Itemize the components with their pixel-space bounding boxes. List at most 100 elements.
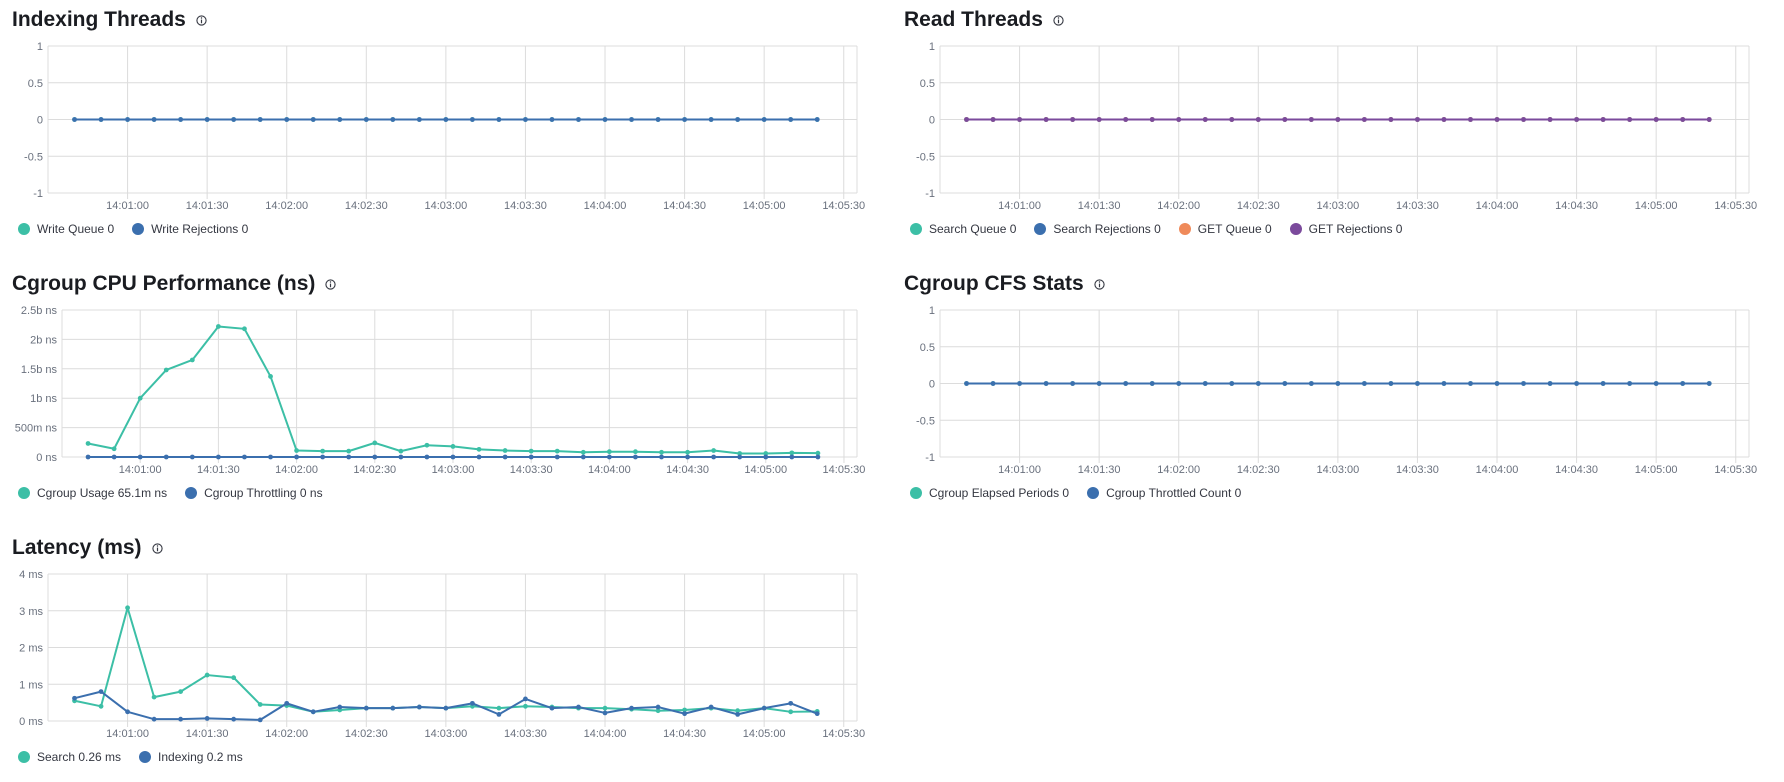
data-point[interactable] [1149, 117, 1155, 122]
data-point[interactable] [814, 711, 820, 717]
data-point[interactable] [815, 450, 821, 456]
data-point[interactable] [580, 454, 586, 460]
data-point[interactable] [528, 448, 534, 454]
info-icon[interactable] [151, 542, 163, 554]
data-point[interactable] [363, 117, 369, 122]
data-point[interactable] [1149, 381, 1155, 386]
data-point[interactable] [204, 117, 210, 122]
data-point[interactable] [390, 705, 396, 711]
data-point[interactable] [346, 454, 352, 460]
data-point[interactable] [1441, 381, 1447, 386]
data-point[interactable] [1282, 117, 1288, 122]
data-point[interactable] [1176, 381, 1182, 386]
legend-item[interactable]: Cgroup Throttled Count 0 [1087, 486, 1241, 500]
data-point[interactable] [549, 705, 555, 711]
data-point[interactable] [178, 689, 184, 694]
data-point[interactable] [1043, 381, 1049, 386]
data-point[interactable] [1202, 117, 1208, 122]
data-point[interactable] [363, 705, 369, 711]
data-point[interactable] [554, 448, 560, 454]
data-point[interactable] [735, 711, 741, 717]
legend-item[interactable]: Cgroup Usage 65.1m ns [18, 486, 167, 500]
data-point[interactable] [735, 117, 741, 122]
data-point[interactable] [576, 704, 581, 710]
data-point[interactable] [320, 448, 326, 454]
data-point[interactable] [337, 117, 343, 122]
data-point[interactable] [1070, 117, 1076, 122]
data-point[interactable] [1123, 117, 1129, 122]
data-point[interactable] [231, 675, 237, 681]
data-point[interactable] [629, 117, 634, 122]
data-point[interactable] [682, 117, 687, 122]
data-point[interactable] [685, 454, 690, 460]
data-point[interactable] [1229, 117, 1235, 122]
data-point[interactable] [398, 454, 404, 460]
data-point[interactable] [761, 705, 767, 711]
data-point[interactable] [215, 324, 221, 329]
data-point[interactable] [257, 717, 263, 723]
data-point[interactable] [1388, 117, 1394, 122]
data-point[interactable] [390, 117, 396, 122]
data-point[interactable] [372, 440, 378, 446]
data-point[interactable] [137, 395, 143, 401]
data-point[interactable] [111, 454, 117, 460]
data-point[interactable] [496, 711, 502, 717]
data-point[interactable] [633, 449, 638, 455]
info-icon[interactable] [1053, 14, 1064, 26]
data-point[interactable] [151, 117, 157, 122]
data-point[interactable] [189, 454, 195, 460]
data-point[interactable] [606, 449, 612, 455]
data-point[interactable] [257, 702, 263, 707]
data-point[interactable] [788, 117, 794, 122]
data-point[interactable] [528, 454, 534, 460]
data-point[interactable] [125, 605, 130, 611]
data-point[interactable] [576, 117, 581, 122]
data-point[interactable] [1627, 381, 1633, 386]
data-point[interactable] [424, 454, 430, 460]
data-point[interactable] [268, 374, 273, 379]
data-point[interactable] [1653, 381, 1659, 386]
data-point[interactable] [231, 716, 237, 722]
data-point[interactable] [1600, 381, 1606, 386]
legend-item[interactable]: GET Rejections 0 [1289, 222, 1402, 236]
data-point[interactable] [1096, 117, 1102, 122]
data-point[interactable] [708, 117, 714, 122]
data-point[interactable] [469, 117, 475, 122]
data-point[interactable] [111, 446, 117, 452]
data-point[interactable] [294, 448, 299, 453]
data-point[interactable] [523, 703, 528, 709]
legend-item[interactable]: Indexing 0.2 ms [139, 750, 243, 764]
data-point[interactable] [685, 449, 690, 455]
data-point[interactable] [502, 448, 508, 453]
data-point[interactable] [242, 326, 247, 332]
data-point[interactable] [85, 454, 91, 460]
data-point[interactable] [682, 711, 687, 717]
legend-item[interactable]: GET Queue 0 [1178, 222, 1272, 236]
data-point[interactable] [737, 454, 743, 460]
data-point[interactable] [1600, 117, 1606, 122]
data-point[interactable] [1388, 381, 1394, 386]
data-point[interactable] [735, 708, 741, 714]
data-point[interactable] [496, 117, 502, 122]
data-point[interactable] [602, 705, 608, 711]
data-point[interactable] [1282, 381, 1288, 386]
data-point[interactable] [98, 117, 104, 122]
data-point[interactable] [496, 705, 502, 711]
data-point[interactable] [523, 117, 528, 122]
data-point[interactable] [711, 454, 717, 460]
data-point[interactable] [204, 716, 210, 721]
data-point[interactable] [655, 117, 661, 122]
data-point[interactable] [549, 117, 555, 122]
legend-item[interactable]: Search Queue 0 [910, 222, 1016, 236]
data-point[interactable] [231, 117, 237, 122]
data-point[interactable] [1176, 117, 1182, 122]
data-point[interactable] [659, 454, 664, 460]
info-icon[interactable] [325, 278, 337, 290]
data-point[interactable] [443, 705, 449, 711]
data-point[interactable] [1335, 381, 1341, 386]
data-point[interactable] [1361, 381, 1367, 386]
data-point[interactable] [1441, 117, 1447, 122]
data-point[interactable] [1043, 117, 1049, 122]
data-point[interactable] [416, 117, 422, 122]
data-point[interactable] [1415, 117, 1420, 122]
